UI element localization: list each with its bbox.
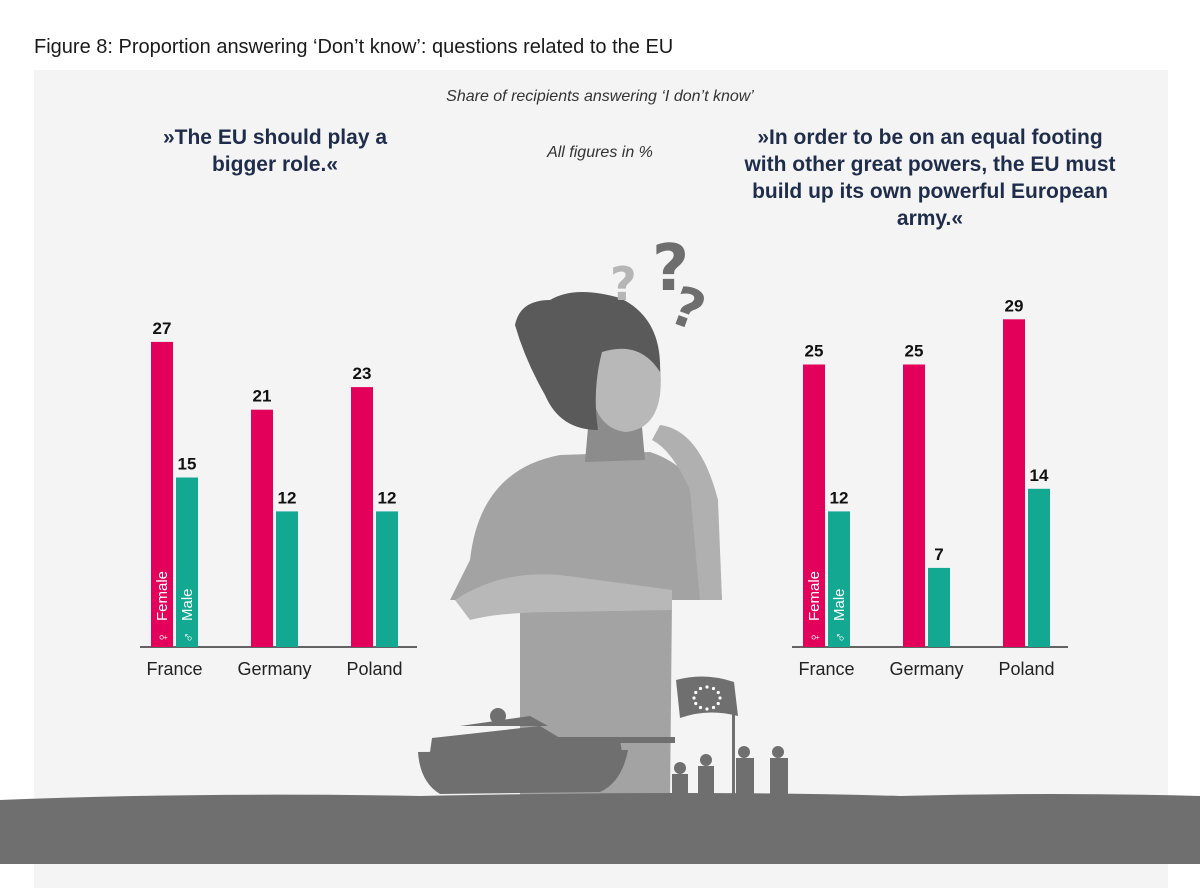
bar-female-france bbox=[151, 341, 173, 647]
question-mark-icon: ? bbox=[610, 257, 637, 311]
female-symbol-icon: ♀ bbox=[807, 632, 824, 643]
data-label: 25 bbox=[805, 342, 824, 361]
data-label: 7 bbox=[934, 545, 943, 564]
category-label: Poland bbox=[346, 659, 402, 679]
eu-star-icon bbox=[716, 690, 720, 695]
woman-thinking-illustration: ? ? ? bbox=[450, 232, 722, 800]
ground-band bbox=[0, 793, 1200, 864]
category-label: Poland bbox=[998, 659, 1054, 679]
category-label: France bbox=[146, 659, 202, 679]
data-label: 12 bbox=[830, 488, 849, 507]
category-label: France bbox=[798, 659, 854, 679]
units-note: All figures in % bbox=[547, 144, 653, 161]
legend-female: Female bbox=[806, 571, 823, 621]
data-label: 15 bbox=[178, 455, 197, 474]
data-label: 27 bbox=[153, 319, 172, 338]
chart-1-title: »The EU should play a bigger role.« bbox=[162, 126, 388, 176]
bar-male-germany bbox=[276, 511, 298, 647]
question-mark-icon: ? bbox=[652, 232, 689, 306]
chart-2: 25 12 France 25 7 Germany 29 14 Poland Female ♀ Mal… bbox=[792, 296, 1068, 679]
bar-male-poland bbox=[1028, 488, 1050, 647]
category-label: Germany bbox=[237, 659, 311, 679]
category-label: Germany bbox=[889, 659, 963, 679]
data-label: 23 bbox=[353, 364, 372, 383]
bar-male-france bbox=[828, 511, 850, 647]
data-label: 25 bbox=[905, 342, 924, 361]
eu-star-icon bbox=[705, 707, 709, 711]
legend-male: Male bbox=[831, 588, 848, 621]
bar-female-germany bbox=[903, 364, 925, 647]
bar-female-germany bbox=[251, 409, 273, 647]
bar-male-poland bbox=[376, 511, 398, 647]
eu-star-icon bbox=[694, 701, 698, 706]
data-label: 14 bbox=[1030, 466, 1049, 485]
soldiers-illustration bbox=[672, 700, 788, 796]
male-symbol-icon: ♂ bbox=[832, 632, 849, 643]
eu-star-icon bbox=[705, 685, 709, 689]
eu-star-icon bbox=[694, 690, 698, 695]
data-label: 29 bbox=[1005, 296, 1024, 315]
data-label: 12 bbox=[378, 488, 397, 507]
data-label: 12 bbox=[278, 488, 297, 507]
bar-male-france bbox=[176, 477, 198, 647]
figure-title: Figure 8: Proportion answering ‘Don’t kn… bbox=[34, 36, 674, 58]
eu-star-icon bbox=[718, 696, 722, 700]
bar-male-germany bbox=[928, 567, 950, 647]
data-label: 21 bbox=[253, 387, 272, 406]
eu-star-icon bbox=[698, 686, 703, 691]
eu-star-icon bbox=[711, 705, 716, 710]
female-symbol-icon: ♀ bbox=[155, 632, 172, 643]
legend-male: Male bbox=[179, 588, 196, 621]
bar-female-france bbox=[803, 364, 825, 647]
eu-star-icon bbox=[716, 701, 720, 706]
chart-1: 27 15 France 21 12 Germany 23 12 Poland Female ♀ Ma… bbox=[140, 319, 417, 679]
tank-illustration bbox=[418, 708, 675, 794]
bar-female-poland bbox=[351, 387, 373, 647]
male-symbol-icon: ♂ bbox=[180, 632, 197, 643]
legend-female: Female bbox=[154, 571, 171, 621]
eu-star-icon bbox=[711, 686, 716, 691]
eu-star-icon bbox=[698, 705, 703, 710]
eu-flag-icon bbox=[676, 676, 738, 718]
bar-female-poland bbox=[1003, 319, 1025, 647]
chart-subtitle: Share of recipients answering ‘I don’t k… bbox=[446, 88, 754, 105]
eu-star-icon bbox=[692, 696, 696, 700]
chart-2-title: »In order to be on an equal footing with… bbox=[744, 126, 1116, 230]
